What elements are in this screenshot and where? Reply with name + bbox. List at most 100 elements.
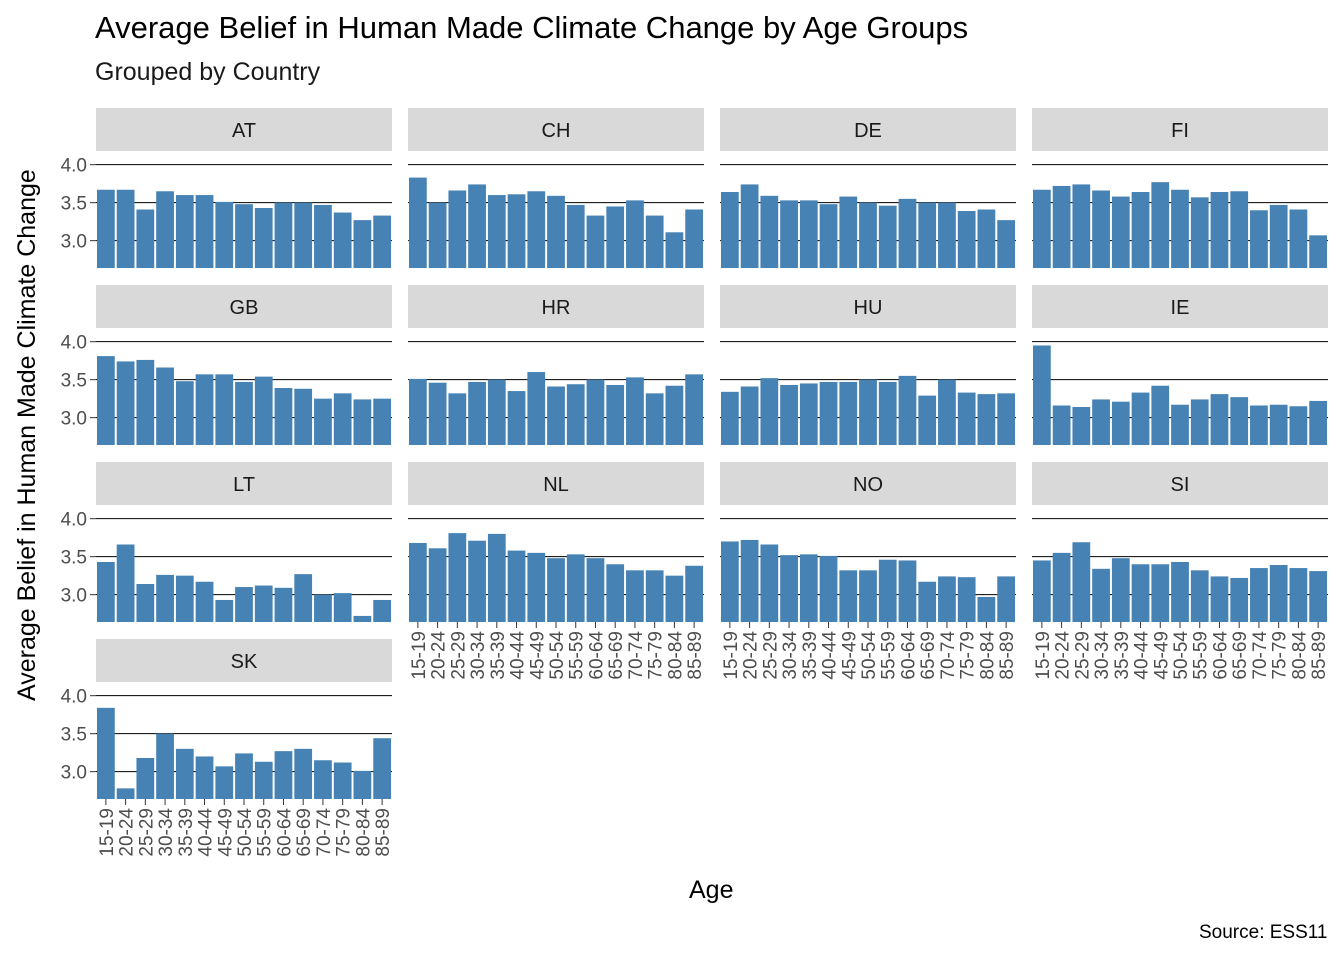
x-axis-title: Age [689,876,734,904]
x-tick-label: 35-39 [800,631,821,680]
y-tick-label: 3.5 [61,548,87,569]
bar [136,359,155,445]
x-tick-label: 45-49 [1151,631,1172,680]
bar [685,209,704,268]
facet-strip-label: SK [231,651,258,673]
bar [898,560,917,622]
bar [116,544,135,622]
y-tick-label: 3.0 [61,409,87,430]
x-tick-label: 15-19 [97,808,118,857]
bar [1171,189,1189,268]
bar [1230,397,1249,445]
facet-strip [720,462,1016,505]
x-tick-label: 40-44 [196,808,217,857]
bar [819,204,838,268]
bar [507,391,526,445]
bar [235,204,253,268]
bar [215,599,234,622]
bar [314,760,332,799]
x-tick-label: 15-19 [721,631,742,680]
bar [1210,576,1229,622]
bar [215,766,234,799]
facet-strip [96,285,392,328]
facet-strip [1032,285,1328,328]
bar [215,201,234,268]
y-tick-label: 3.5 [61,371,87,392]
x-tick-label: 75-79 [334,808,355,857]
y-tick-label: 3.0 [61,763,87,784]
bar [720,541,739,622]
bar [294,388,313,445]
bar [1171,404,1189,445]
bar [156,574,174,622]
bar [1151,385,1170,445]
facet-strip [408,462,704,505]
x-tick-label: 65-69 [606,631,627,680]
bar [314,398,332,445]
bar [254,761,273,799]
bar [1092,190,1110,268]
bar [780,555,798,622]
bar [1052,405,1071,445]
bar [720,391,739,445]
bar [333,212,352,268]
bar [116,788,135,799]
bar [938,379,956,445]
y-tick-label: 4.0 [61,333,87,354]
bar [839,570,858,622]
bar [799,554,818,622]
bar [195,581,214,622]
bar [353,220,372,268]
bar [274,388,293,445]
bar [878,381,897,445]
x-tick-label: 55-59 [1191,631,1212,680]
bar [1072,542,1091,622]
chart-title: Average Belief in Human Made Climate Cha… [95,10,969,45]
bar [898,375,917,445]
x-tick-label: 70-74 [938,631,959,680]
bar [254,376,273,445]
bar [977,394,996,445]
bar [314,204,332,268]
bar [448,533,467,622]
bar [665,575,684,622]
x-tick-label: 50-54 [1171,631,1192,680]
bar [175,748,194,799]
bar [859,379,877,445]
bar [428,202,447,268]
bar [507,194,526,268]
bar [1032,560,1051,622]
bar [1111,401,1130,445]
bar [235,587,253,622]
bar [353,399,372,445]
bar [859,570,877,622]
bar [586,558,605,622]
bar [740,184,759,268]
bar [1309,571,1328,622]
bar [1131,192,1150,268]
x-tick-label: 45-49 [215,808,236,857]
x-tick-label: 35-39 [488,631,509,680]
facet-strip [720,108,1016,151]
bar [977,209,996,268]
bar [448,393,467,445]
bar [1190,570,1209,622]
bar [760,195,779,268]
chart-subtitle: Grouped by Country [95,58,321,86]
bar [1032,345,1051,445]
bar [96,189,115,268]
y-tick-label: 3.5 [61,725,87,746]
facet-strip-label: NO [853,474,883,496]
x-tick-label: 35-39 [176,808,197,857]
bar [235,753,253,799]
bar [215,374,234,445]
x-tick-label: 70-74 [626,631,647,680]
bar [566,204,585,268]
bar [997,220,1016,268]
bar [235,381,253,445]
bar [685,374,704,445]
bar [918,581,937,622]
bar [487,379,506,445]
bar [175,195,194,268]
